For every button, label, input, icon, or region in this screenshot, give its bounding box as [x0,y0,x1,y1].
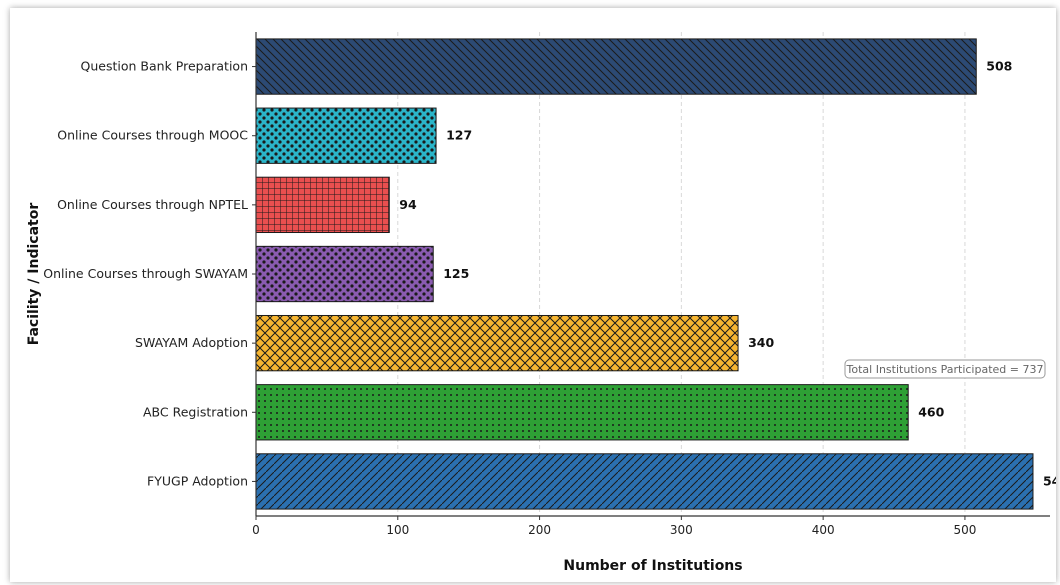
category-label: ABC Registration [143,404,248,419]
x-tick-label: 200 [528,523,551,537]
bar [255,314,739,372]
bar [255,38,977,95]
value-label: 508 [986,59,1012,74]
category-label: Online Courses through SWAYAM [43,266,248,281]
axes: 0 100 200 300 400 500 [252,32,1050,537]
y-axis-title: Facility / Indicator [26,203,42,346]
chart-frame: Question Bank Preparation 508 Online Cours… [10,8,1056,582]
category-label: Online Courses through NPTEL [57,197,248,212]
category-label: Online Courses through MOOC [57,128,248,143]
value-label: 127 [446,128,472,143]
x-tick-label: 400 [812,523,835,537]
bar [255,107,437,164]
category-label: FYUGP Adoption [147,473,248,488]
total-annotation: Total Institutions Participated = 737 [844,359,1046,379]
x-axis-title: Number of Institutions [563,558,742,574]
labels: Question Bank Preparation 508 Online Cours… [43,59,1056,489]
x-tick-label: 300 [670,523,693,537]
annotation-text: Total Institutions Participated = 737 [846,363,1044,376]
value-label: 94 [399,197,417,212]
bar [255,453,1034,510]
value-label: 125 [443,266,469,281]
x-tick-label: 0 [252,523,260,537]
bar-chart: Question Bank Preparation 508 Online Cours… [26,32,1056,574]
bar [255,245,434,303]
bars [255,38,1034,510]
category-label: SWAYAM Adoption [135,335,248,350]
value-label: 340 [748,335,774,350]
x-tick-label: 100 [386,523,409,537]
bar [255,176,390,234]
category-label: Question Bank Preparation [81,59,248,74]
value-label: 548 [1043,473,1056,488]
bar [255,384,909,441]
annotation-box [844,359,1046,379]
x-tick-label: 500 [953,523,976,537]
value-label: 460 [918,404,944,419]
